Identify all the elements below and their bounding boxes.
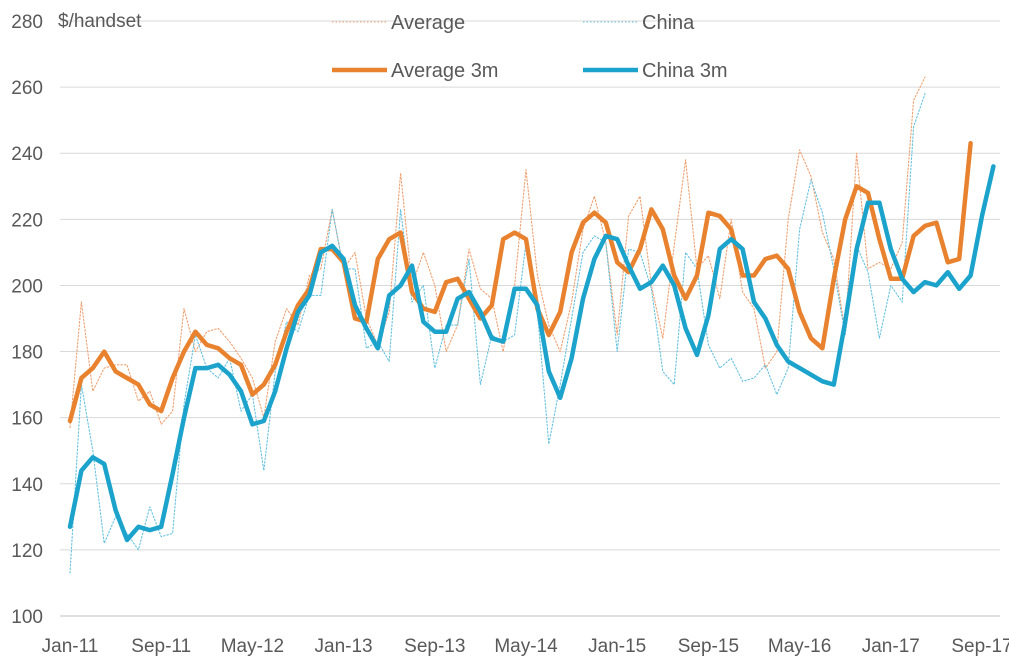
series-line-average [69,76,926,429]
y-tick-label: 260 [11,78,43,99]
x-tick-label: May-14 [494,636,558,657]
y-tick-label: 120 [11,541,43,562]
x-tick-label: Jan-13 [315,636,373,657]
y-tick-label: 140 [11,475,43,496]
x-tick-label: Jan-17 [862,636,920,657]
y-tick-label: 100 [11,607,43,628]
legend-label: China 3m [642,60,728,82]
x-tick-label: Sep-11 [131,636,191,657]
y-axis-unit-label: $/handset [58,11,142,32]
x-axis-ticks: Jan-11 Sep-11 May-12 Jan-13 Sep-13 May-14 Jan-… [42,636,1009,657]
x-tick-label: Sep-13 [404,636,465,657]
y-tick-label: 220 [11,210,43,231]
y-tick-label: 240 [11,144,43,165]
legend-label: Average 3m [391,60,498,82]
x-tick-label: May-12 [221,636,284,657]
x-tick-label: Sep-15 [678,636,739,657]
gridlines [60,20,1000,617]
y-tick-label: 200 [11,276,43,297]
series-lines [67,76,996,574]
series-line-average-3m [67,141,973,424]
legend-label: Average [391,12,465,34]
series-line-china-3m [67,164,996,543]
x-tick-label: Jan-11 [42,636,99,657]
y-tick-label: 280 [11,12,43,33]
y-tick-label: 180 [11,343,43,364]
legend: Average China Average 3m China 3m [332,12,728,82]
legend-label: China [642,12,695,34]
x-tick-label: Sep-17 [951,636,1009,657]
y-axis-ticks: 100 120 140 160 180 200 220 240 260 280 [11,12,43,628]
x-tick-label: Jan-15 [588,636,646,657]
x-tick-label: May-16 [768,636,831,657]
y-tick-label: 160 [11,409,43,430]
